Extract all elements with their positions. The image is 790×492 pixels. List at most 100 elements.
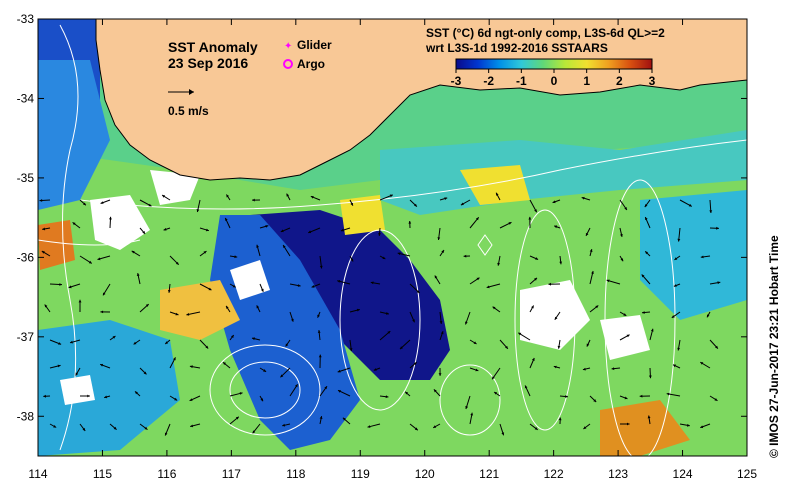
- streamlines: [38, 24, 747, 456]
- lat-tick-label: -33: [17, 12, 35, 26]
- velocity-vector-head: [265, 225, 269, 228]
- colorbar-tick-label: 0: [551, 74, 558, 88]
- velocity-vector-head: [88, 260, 92, 264]
- velocity-vector-head: [534, 427, 538, 430]
- velocity-vector-head: [162, 195, 166, 198]
- argo-marker-icon: [283, 59, 293, 69]
- velocity-vector-head: [687, 423, 690, 427]
- velocity-vector-head: [593, 399, 597, 402]
- velocity-vector-head: [280, 374, 284, 378]
- velocity-vector-head: [239, 392, 243, 395]
- velocity-vector-head: [557, 345, 561, 349]
- cloud-gap: [150, 170, 200, 205]
- colorbar-tick-label: -3: [451, 74, 462, 88]
- velocity-vector-head: [408, 221, 412, 224]
- sst-cool-east: [640, 190, 747, 320]
- velocity-vector-head: [434, 275, 438, 279]
- map-title: SST Anomaly: [168, 39, 258, 55]
- eddy-contour: [439, 364, 501, 436]
- velocity-vector-head: [624, 396, 628, 400]
- velocity-vector-head: [438, 373, 442, 376]
- velocity-vector-head: [433, 425, 437, 428]
- velocity-vector-head: [463, 254, 467, 258]
- velocity-vector-head: [416, 290, 420, 293]
- velocity-vector-head: [205, 228, 209, 232]
- velocity-vector-head: [460, 202, 464, 206]
- velocity-vector-head: [226, 305, 229, 309]
- velocity-vector-head: [113, 426, 117, 430]
- velocity-vector-head: [338, 390, 341, 393]
- velocity-vector-head: [83, 202, 86, 206]
- velocity-vector-head: [68, 285, 72, 289]
- velocity-vector-head: [645, 217, 648, 220]
- velocity-vector-head: [190, 424, 194, 428]
- velocity-vector-head: [552, 200, 556, 204]
- velocity-vector-head: [389, 194, 393, 198]
- velocity-vector-head: [145, 304, 149, 307]
- eddy-contour: [209, 344, 321, 436]
- velocity-vector-head: [444, 197, 448, 200]
- velocity-vector-head: [234, 255, 238, 259]
- velocity-vector-head: [370, 281, 374, 285]
- colorbar-tick-label: 1: [583, 74, 590, 88]
- velocity-vector-head: [626, 334, 630, 338]
- velocity-vector-head: [75, 372, 79, 376]
- velocity-vector-head: [558, 417, 562, 421]
- velocity-vector-head: [470, 412, 474, 416]
- velocity-vector-head: [405, 391, 409, 395]
- velocity-vector-head: [439, 321, 443, 324]
- velocity-vector-head: [534, 277, 537, 281]
- velocity-vector-head: [58, 342, 62, 345]
- velocity-vector-head: [144, 426, 148, 430]
- velocity-vector-head: [465, 406, 469, 409]
- velocity-vector-head: [715, 345, 718, 349]
- velocity-vector-head: [581, 196, 585, 200]
- velocity-vector-head: [707, 314, 710, 318]
- velocity-vector-head: [308, 230, 312, 234]
- velocity-vector-head: [508, 222, 512, 225]
- velocity-vector-head: [666, 392, 670, 396]
- velocity-vector-head: [173, 357, 176, 361]
- velocity-vector-head: [203, 251, 207, 254]
- velocity-vector-head: [589, 249, 593, 252]
- eddy-contour: [604, 179, 676, 456]
- velocity-vector-head: [496, 192, 499, 196]
- latitude-axis: -33-34-35-36-37-38: [17, 12, 747, 423]
- velocity-vector-head: [554, 316, 558, 320]
- streamline: [38, 239, 141, 246]
- velocity-vector-head: [349, 348, 353, 351]
- velocity-vector-head: [256, 244, 259, 248]
- velocity-vector-head: [282, 423, 286, 427]
- product-description-line2: wrt L3S-1d 1992-2016 SSTAARS: [425, 41, 608, 55]
- velocity-vector-head: [142, 230, 146, 234]
- velocity-vector-head: [531, 358, 535, 361]
- lon-tick-label: 115: [93, 467, 112, 481]
- velocity-vector-head: [337, 369, 341, 373]
- velocity-vector-head: [231, 335, 234, 338]
- velocity-vector-head: [350, 202, 353, 206]
- velocity-vector-head: [319, 265, 323, 269]
- velocity-vector-head: [53, 425, 57, 428]
- velocity-vector-head: [59, 283, 62, 286]
- velocity-vector-head: [677, 347, 681, 351]
- velocity-vector-head: [385, 395, 389, 399]
- velocity-vector-head: [97, 257, 101, 261]
- velocity-vector-head: [644, 204, 648, 208]
- velocity-vector-head: [412, 319, 415, 323]
- vector-scale: 0.5 m/s: [168, 89, 209, 118]
- velocity-vector-head: [135, 391, 138, 395]
- velocity-vector-head: [505, 345, 508, 349]
- velocity-vector-head: [280, 229, 284, 233]
- velocity-vector-head: [208, 287, 212, 291]
- velocity-vector-head: [582, 367, 586, 371]
- velocity-vector-head: [189, 365, 193, 369]
- velocity-vector-head: [650, 328, 654, 332]
- velocity-vector-head: [382, 256, 386, 259]
- velocity-vector-head: [534, 209, 537, 213]
- velocity-vector-head: [700, 362, 704, 365]
- velocity-vector-head: [624, 207, 627, 210]
- velocity-vector-head: [397, 252, 401, 256]
- velocity-vector-head: [78, 299, 82, 303]
- lon-tick-label: 122: [544, 467, 564, 481]
- velocity-vector-head: [260, 288, 264, 292]
